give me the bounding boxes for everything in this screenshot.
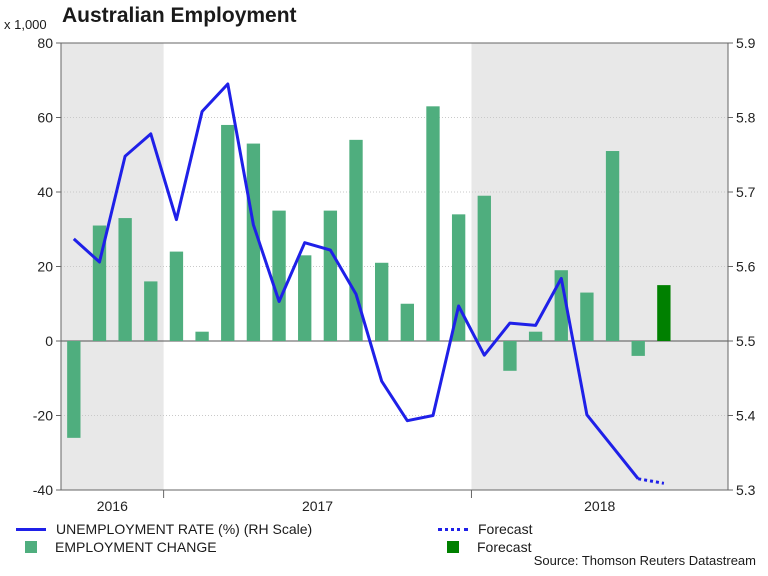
left-tick-label: 40 [37,184,53,200]
employment-bar [144,281,158,341]
employment-bar [528,331,543,341]
employment-bar [118,218,132,341]
left-tick-label: 0 [45,333,53,349]
employment-bar [246,143,261,341]
bar-layer [67,106,671,438]
legend-dotted-swatch [438,527,468,531]
right-tick-label: 5.4 [736,408,756,424]
right-tick-label: 5.5 [736,333,756,349]
line-layer [72,82,665,485]
employment-bar [503,341,517,371]
unemployment-line [72,82,640,480]
employment-bar [323,210,338,341]
legend-bar-forecast: Forecast [438,539,531,555]
source-note: Source: Thomson Reuters Datastream [533,553,756,568]
right-tick-label: 5.6 [736,259,756,275]
employment-bar [298,255,312,341]
employment-bar [631,341,645,356]
left-tick-label: -40 [33,482,53,498]
employment-bar [580,292,594,341]
right-tick-label: 5.8 [736,110,756,126]
unemployment-forecast-line [637,477,665,485]
legend-employment-label: EMPLOYMENT CHANGE [55,539,217,555]
employment-bar [169,251,184,341]
legend-unemployment-label: UNEMPLOYMENT RATE (%) (RH Scale) [56,521,313,537]
left-tick-label: 20 [37,259,53,275]
employment-bar [400,303,414,341]
right-tick-label: 5.9 [736,35,756,51]
year-label: 2017 [302,498,333,514]
legend-forecast-bar-swatch [447,541,459,553]
year-label: 2016 [97,498,128,514]
right-tick-label: 5.7 [736,184,756,200]
year-label: 2018 [584,498,615,514]
right-tick-label: 5.3 [736,482,756,498]
axis-layer: 80 60 40 20 0 -20 -40 5.9 5.8 5.7 5.6 5.5 5.4 5.3 2016… [33,35,756,514]
shade-2018 [471,43,728,490]
legend-line-forecast-label: Forecast [478,521,533,537]
employment-bar [477,195,491,341]
employment-bar [426,106,440,341]
legend-line-forecast: Forecast [438,521,532,537]
employment-bar [272,210,286,341]
chart-title: Australian Employment [62,4,297,27]
legend-line-swatch [16,527,46,531]
employment-bar [67,341,81,438]
employment-bar [221,124,235,341]
employment-bar [375,262,389,341]
employment-bar [195,331,209,341]
legend-employment: EMPLOYMENT CHANGE [16,539,217,555]
employment-bar [605,151,620,341]
legend-bar-forecast-label: Forecast [477,539,532,555]
employment-forecast-bar [657,285,671,341]
left-tick-label: 80 [37,35,53,51]
left-tick-label: 60 [37,110,53,126]
left-tick-label: -20 [33,408,53,424]
legend-unemployment: UNEMPLOYMENT RATE (%) (RH Scale) [16,521,312,537]
left-axis-unit: x 1,000 [4,17,47,32]
legend-bar-swatch [25,541,37,553]
